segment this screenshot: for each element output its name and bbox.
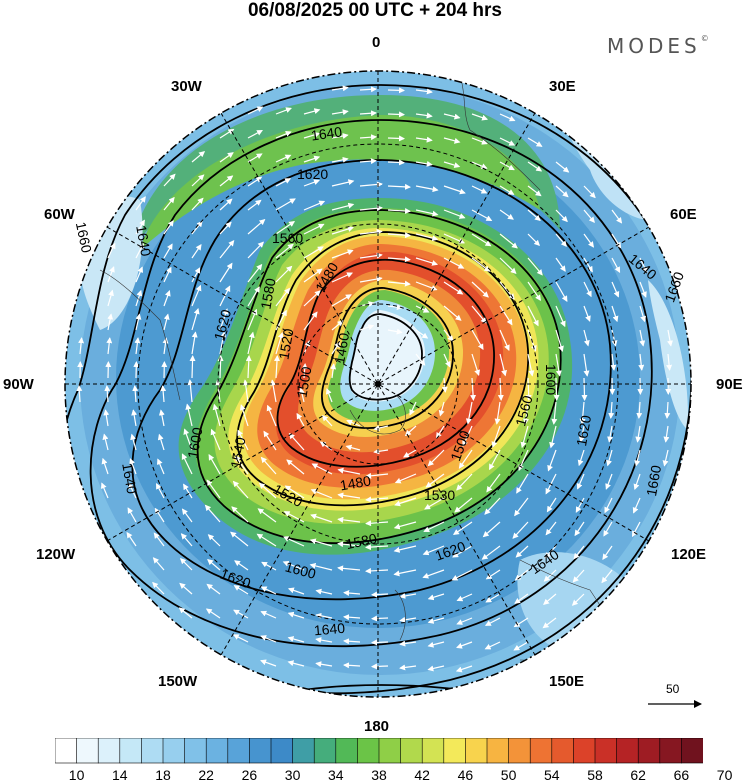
colorbar-swatch: [271, 738, 293, 763]
colorbar-swatch: [141, 738, 163, 763]
lon-label-90e: 90E: [716, 376, 743, 393]
lon-label-30e: 30E: [549, 78, 576, 95]
colorbar: [55, 738, 703, 764]
contour-label: 1640: [313, 620, 346, 639]
colorbar-tick-label: 62: [630, 767, 646, 783]
wind-vector: [372, 666, 388, 667]
colorbar-tick-label: 34: [328, 767, 344, 783]
contour-label: 1600: [543, 364, 559, 395]
colorbar-swatch: [77, 738, 99, 763]
contour-label: 1620: [297, 166, 328, 182]
colorbar-swatch: [422, 738, 444, 763]
colorbar-swatch: [185, 738, 207, 763]
south-pole-marker: [375, 381, 381, 387]
colorbar-tick-label: 54: [544, 767, 560, 783]
colorbar-tick-label: 18: [155, 767, 171, 783]
colorbar-swatch: [660, 738, 682, 763]
colorbar-tick-label: 10: [69, 767, 85, 783]
colorbar-swatch: [681, 738, 703, 763]
lon-label-90w: 90W: [3, 376, 34, 393]
colorbar-swatch: [120, 738, 142, 763]
colorbar-swatch: [293, 738, 315, 763]
lon-label-0: 0: [372, 34, 380, 51]
colorbar-tick-label: 66: [674, 767, 690, 783]
lon-label-150w: 150W: [158, 673, 197, 690]
lon-label-180: 180: [364, 718, 389, 735]
colorbar-tick-label: 58: [587, 767, 603, 783]
colorbar-swatch: [617, 738, 639, 763]
colorbar-swatch: [163, 738, 185, 763]
colorbar-swatch: [638, 738, 660, 763]
wind-vector: [372, 594, 388, 595]
wind-vector: [192, 356, 193, 378]
wind-vector: [388, 90, 404, 91]
wind-vector: [388, 162, 404, 163]
colorbar-tick-label: 42: [414, 767, 430, 783]
wind-vector: [372, 642, 388, 643]
colorbar-swatch: [249, 738, 271, 763]
lon-label-120w: 120W: [36, 546, 75, 563]
colorbar-swatch: [379, 738, 401, 763]
lon-label-60w: 60W: [44, 206, 75, 223]
lon-label-60e: 60E: [670, 206, 697, 223]
wind-speed-field: [58, 50, 692, 700]
wind-vector: [388, 138, 404, 139]
colorbar-swatch: [465, 738, 487, 763]
colorbar-tick-label: 26: [242, 767, 258, 783]
contour-label: 1560: [272, 230, 303, 246]
colorbar-swatch: [228, 738, 250, 763]
colorbar-swatch: [401, 738, 423, 763]
colorbar-swatch: [552, 738, 574, 763]
colorbar-swatch: [487, 738, 509, 763]
colorbar-swatch: [595, 738, 617, 763]
contour-label: 1530: [424, 487, 455, 503]
colorbar-swatch: [55, 738, 77, 763]
colorbar-tick-label: 38: [371, 767, 387, 783]
colorbar-swatch: [98, 738, 120, 763]
colorbar-swatch: [336, 738, 358, 763]
colorbar-tick-label: 22: [198, 767, 214, 783]
colorbar-tick-label: 14: [112, 767, 128, 783]
wind-vector: [388, 114, 404, 115]
colorbar-tick-label: 70: [717, 767, 733, 783]
colorbar-swatch: [444, 738, 466, 763]
colorbar-tick-label: 46: [458, 767, 474, 783]
wind-vector: [372, 618, 388, 619]
lon-label-30w: 30W: [171, 78, 202, 95]
colorbar-tick-label: 30: [285, 767, 301, 783]
colorbar-swatch: [206, 738, 228, 763]
lon-label-150e: 150E: [549, 673, 584, 690]
contour-label: 1660: [73, 220, 95, 254]
colorbar-swatch: [314, 738, 336, 763]
colorbar-swatch: [573, 738, 595, 763]
colorbar-swatch: [509, 738, 531, 763]
wind-vector: [584, 378, 585, 400]
vector-scale-label: 50: [666, 682, 679, 696]
lon-label-120e: 120E: [671, 546, 706, 563]
colorbar-tick-label: 50: [501, 767, 517, 783]
colorbar-swatch: [530, 738, 552, 763]
colorbar-swatch: [357, 738, 379, 763]
